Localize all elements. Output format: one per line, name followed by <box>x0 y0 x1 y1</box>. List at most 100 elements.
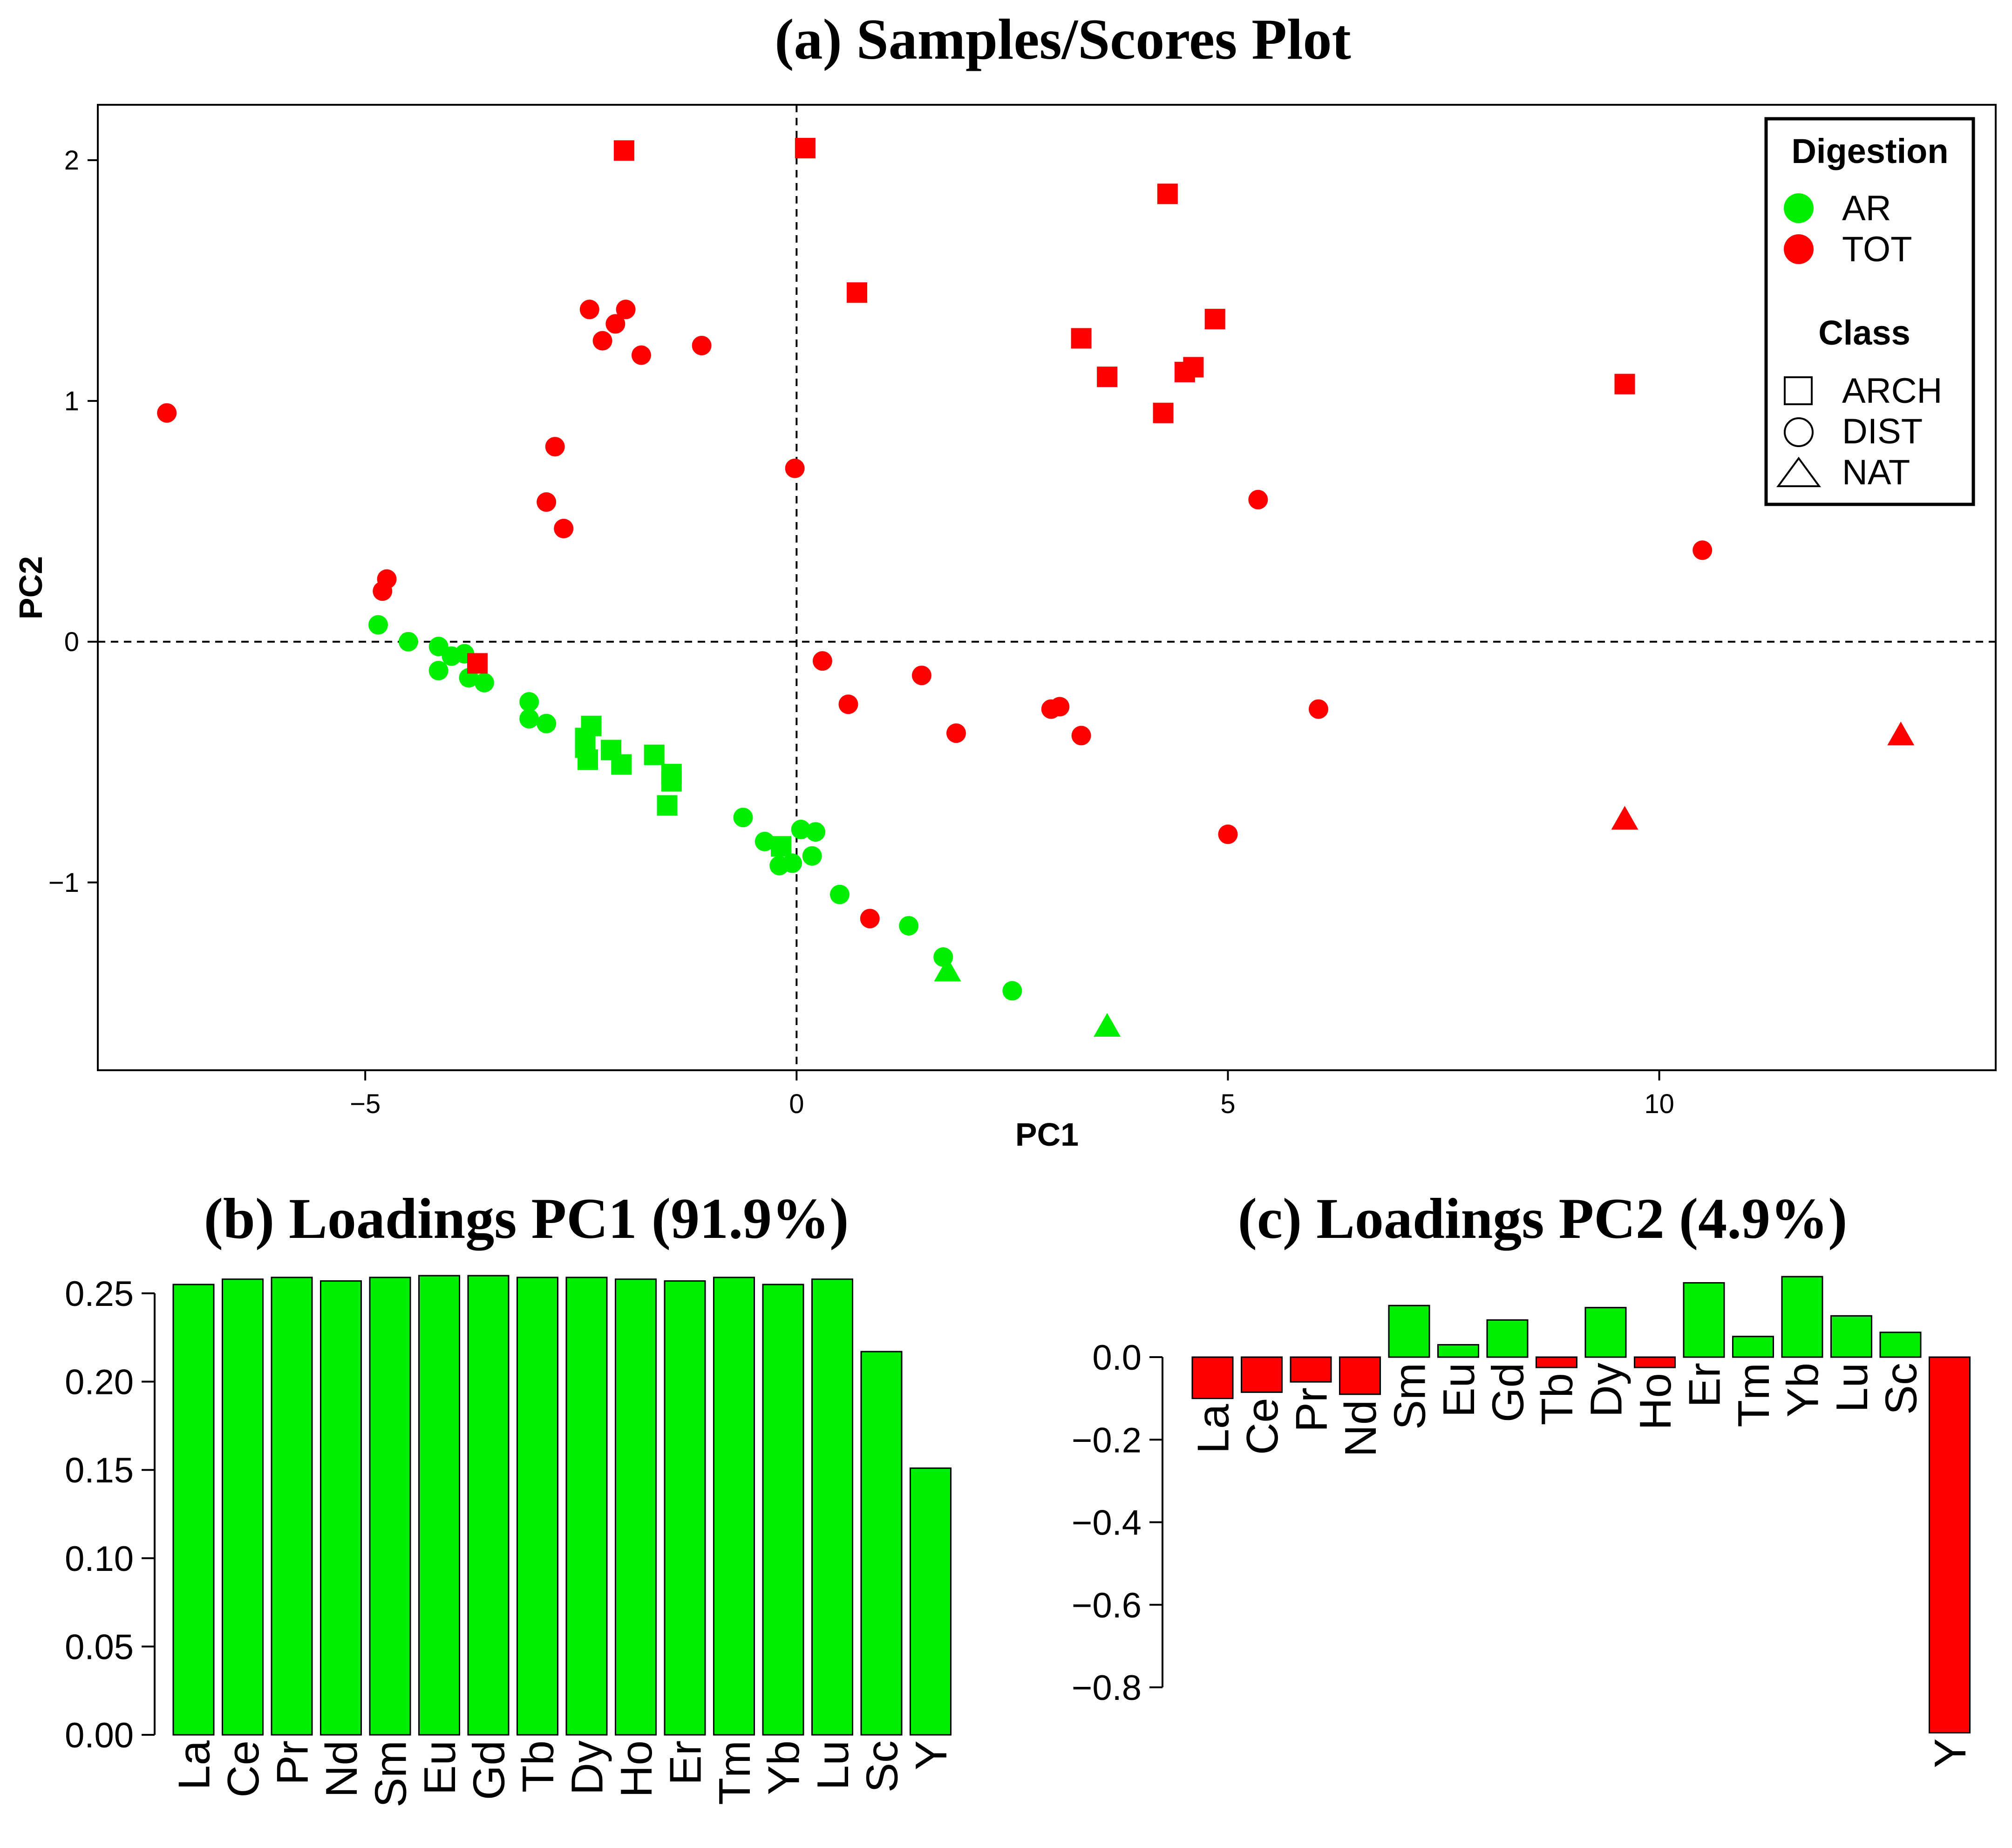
score-point-tot-dist <box>605 314 625 334</box>
bar-nd <box>1339 1356 1381 1395</box>
score-point-tot-dist <box>785 458 805 478</box>
category-label-sc: Sc <box>857 1740 907 1793</box>
bar-er <box>1683 1282 1725 1358</box>
score-point-tot-arch <box>613 140 634 161</box>
category-label-pr: Pr <box>1287 1387 1337 1432</box>
bar-ho <box>1634 1356 1676 1368</box>
y-tick-label: −0.6 <box>1072 1586 1142 1625</box>
category-label-er: Er <box>661 1740 711 1785</box>
score-point-ar-dist <box>829 884 850 904</box>
y-tick-label: 0 <box>64 627 79 657</box>
score-point-tot-dist <box>545 437 565 457</box>
y-tick-label: −1 <box>48 868 79 898</box>
bar-sm <box>1388 1304 1430 1358</box>
score-point-tot-arch <box>847 282 867 303</box>
bar-tm <box>713 1277 755 1736</box>
score-point-ar-dist <box>802 846 822 866</box>
score-point-tot-dist <box>946 723 966 743</box>
score-point-tot-arch <box>1097 367 1118 387</box>
score-point-tot-dist <box>373 581 393 601</box>
legend-digestion-title: Digestion <box>1791 132 1948 170</box>
legend-arch-label: ARCH <box>1842 371 1942 411</box>
pc1-loadings-title: (b) Loadings PC1 (91.9%) <box>204 1187 849 1251</box>
score-point-tot-dist <box>616 299 636 319</box>
bar-er <box>664 1280 706 1736</box>
category-label-la: La <box>1189 1404 1238 1454</box>
score-point-ar-dist <box>754 831 775 851</box>
score-point-tot-dist <box>860 909 880 929</box>
category-label-eu: Eu <box>415 1740 465 1795</box>
score-point-tot-dist <box>631 345 651 365</box>
bar-la <box>1191 1356 1234 1400</box>
bar-dy <box>565 1277 608 1736</box>
category-label-eu: Eu <box>1434 1363 1484 1417</box>
x-tick-label: 10 <box>1644 1089 1674 1119</box>
scores-x-axis: −5 0 5 10 <box>350 1070 1674 1119</box>
score-point-ar-dist <box>428 660 449 680</box>
score-point-tot-arch <box>1157 183 1178 204</box>
score-point-ar-arch <box>771 836 791 857</box>
legend-arch-marker <box>1784 376 1813 405</box>
scores-plot-frame <box>97 104 1997 1071</box>
category-label-tb: Tb <box>1532 1373 1582 1425</box>
score-point-tot-dist <box>812 651 832 671</box>
category-label-sm: Sm <box>366 1740 416 1807</box>
y-tick-label: −0.2 <box>1072 1420 1142 1460</box>
legend-box <box>1764 117 1975 506</box>
y-tick-label: 0.25 <box>65 1274 134 1314</box>
category-label-la: La <box>170 1740 219 1790</box>
category-label-yb: Yb <box>1778 1363 1828 1417</box>
score-point-ar-nat <box>934 958 961 982</box>
category-label-y: Y <box>906 1740 956 1770</box>
score-point-tot-dist <box>157 403 177 423</box>
category-label-dy: Dy <box>563 1740 612 1795</box>
score-point-ar-dist <box>899 916 919 936</box>
score-point-ar-dist <box>519 692 539 712</box>
bar-yb <box>762 1284 804 1736</box>
category-label-tm: Tm <box>710 1740 760 1805</box>
scores-plot: −5 0 5 10 −1 0 1 2 <box>48 104 1997 1119</box>
score-point-tot-dist <box>537 492 557 512</box>
y-tick-label: 0.05 <box>65 1627 134 1667</box>
score-point-tot-nat <box>1611 806 1638 830</box>
bar-tb <box>517 1277 558 1736</box>
category-label-dy: Dy <box>1582 1363 1631 1417</box>
legend-ar-label: AR <box>1842 189 1891 228</box>
score-point-ar-dist <box>782 853 802 873</box>
bar-lu <box>811 1278 853 1736</box>
bar-sm <box>369 1277 411 1736</box>
legend-tot-label: TOT <box>1842 230 1912 269</box>
legend-nat-label: NAT <box>1842 453 1910 492</box>
scores-title: (a) Samples/Scores Plot <box>775 7 1351 71</box>
category-label-ce: Ce <box>1237 1398 1287 1455</box>
bar-gd <box>1486 1319 1529 1358</box>
bar-y <box>910 1467 952 1736</box>
y-tick-label: 1 <box>64 386 79 416</box>
score-point-ar-arch <box>661 771 682 792</box>
score-point-tot-dist <box>554 518 574 538</box>
bar-sc <box>860 1351 903 1736</box>
score-point-tot-nat <box>1887 721 1915 746</box>
y-tick-label: 0.10 <box>65 1539 134 1579</box>
scores-points <box>157 138 1915 1037</box>
score-point-ar-arch <box>644 744 665 765</box>
score-point-ar-nat <box>1094 1012 1121 1037</box>
score-point-ar-dist <box>519 709 539 729</box>
y-tick-label: −0.4 <box>1072 1503 1142 1543</box>
category-label-er: Er <box>1680 1363 1730 1407</box>
score-point-tot-arch <box>1204 309 1225 330</box>
x-tick-label: 0 <box>789 1089 804 1119</box>
score-point-tot-arch <box>1071 328 1092 349</box>
category-label-ce: Ce <box>218 1740 268 1798</box>
category-label-nd: Nd <box>317 1740 367 1798</box>
legend-nat-marker <box>1776 456 1821 487</box>
score-point-ar-dist <box>474 673 494 693</box>
category-label-ho: Ho <box>1631 1373 1680 1430</box>
legend-class-title: Class <box>1818 313 1910 352</box>
category-label-tm: Tm <box>1729 1363 1779 1427</box>
score-point-ar-arch <box>611 754 632 775</box>
category-label-lu: Lu <box>1827 1363 1877 1413</box>
